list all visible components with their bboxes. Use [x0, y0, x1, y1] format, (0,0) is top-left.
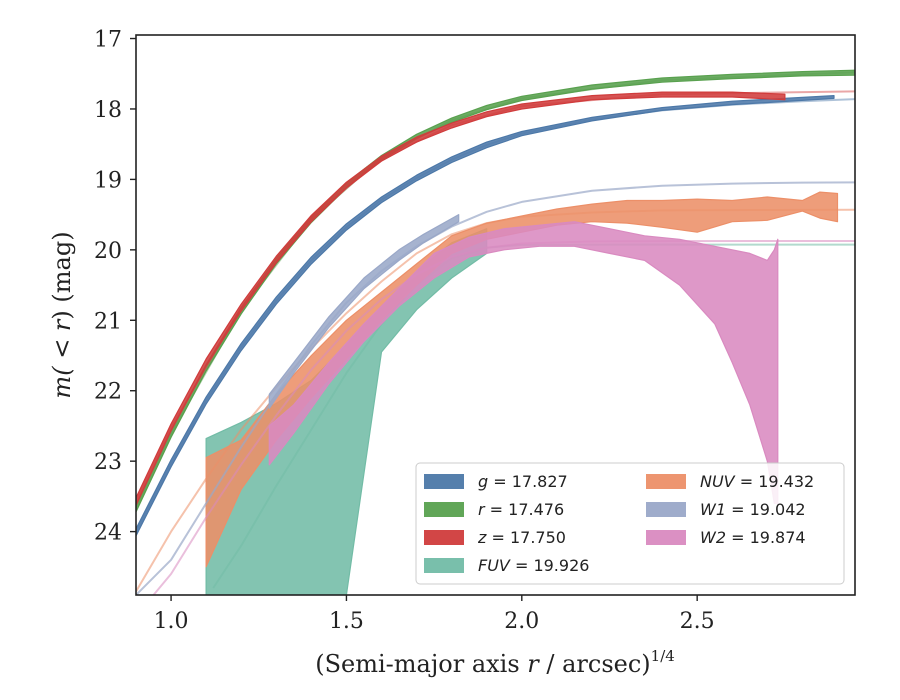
- x-axis-label: (Semi-major axis r / arcsec)1/4: [315, 647, 675, 678]
- plot-frame: [135, 34, 856, 596]
- legend-frame: [415, 462, 845, 585]
- legend-swatch-w1: [646, 502, 686, 517]
- y-tick-label: 22: [94, 380, 122, 405]
- legend-label-r: r = 17.476: [478, 500, 564, 519]
- legend-swatch-g: [424, 474, 464, 489]
- y-tick-label: 20: [94, 239, 122, 264]
- plot-area: [136, 69, 855, 595]
- legend-label-w1: W1 = 19.042: [700, 500, 806, 519]
- x-tick-label: 1.5: [329, 609, 364, 634]
- legend-swatch-z: [424, 530, 464, 545]
- y-tick-label: 23: [94, 450, 122, 475]
- legend: g = 17.827 r = 17.476 z = 17.750 FUV = 19.9…: [415, 462, 845, 585]
- x-tick-label: 2.0: [504, 609, 539, 634]
- legend-swatch-w2: [646, 530, 686, 545]
- y-axis-label: m( < r) (mag): [48, 231, 76, 398]
- legend-label-fuv: FUV = 19.926: [478, 556, 589, 575]
- y-axis: 17 18 19 20 21 22 23 24: [94, 28, 136, 546]
- legend-label-g: g = 17.827: [478, 472, 568, 491]
- legend-label-w2: W2 = 19.874: [700, 528, 806, 547]
- legend-swatch-r: [424, 502, 464, 517]
- legend-swatch-fuv: [424, 558, 464, 573]
- data-band-z: [136, 91, 786, 507]
- y-tick-label: 18: [94, 98, 122, 123]
- x-tick-label: 1.0: [154, 609, 189, 634]
- y-tick-label: 21: [94, 309, 122, 334]
- legend-swatch-nuv: [646, 474, 686, 489]
- y-tick-label: 17: [94, 28, 122, 53]
- legend-label-z: z = 17.750: [477, 528, 566, 547]
- legend-label-nuv: NUV = 19.432: [700, 472, 814, 491]
- x-tick-label: 2.5: [680, 609, 715, 634]
- y-tick-label: 19: [94, 168, 122, 193]
- x-axis: 1.0 1.5 2.0 2.5: [154, 595, 715, 634]
- data-band-g: [136, 94, 835, 537]
- y-tick-label: 24: [94, 521, 122, 546]
- data-band-w1: [268, 214, 460, 409]
